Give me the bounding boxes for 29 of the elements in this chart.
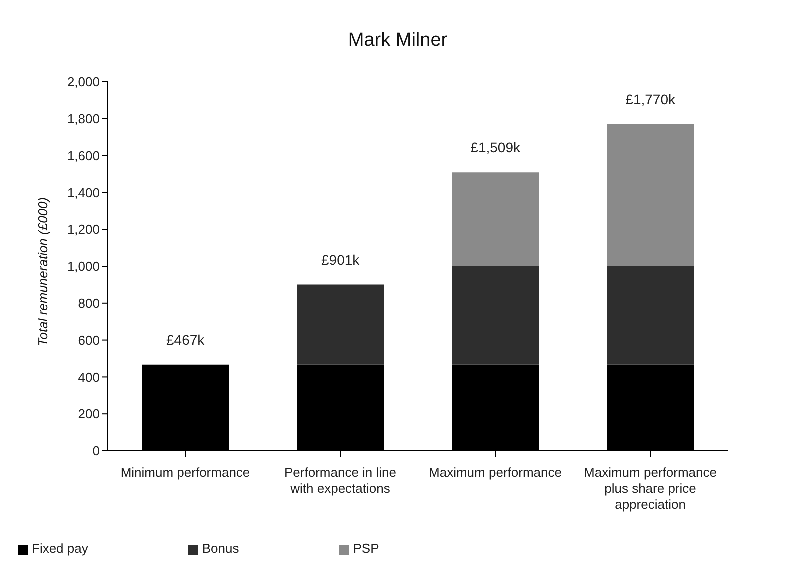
y-tick-label: 1,000 [67,259,100,274]
y-tick-label: 0 [92,444,100,459]
y-axis-title: Total remuneration (£000) [36,197,51,346]
chart-title: Mark Milner [347,29,449,53]
y-tick-label: 800 [78,296,100,312]
y-tick-label: 400 [78,370,100,385]
bar [297,284,384,365]
bar [452,172,540,266]
total-label: £1,509k [470,140,522,156]
legend-label: Fixed pay [32,541,88,556]
legend-label: PSP [353,541,380,556]
total-label: £467k [166,332,206,348]
bar [607,124,694,266]
y-tick-label: 600 [78,332,100,348]
bar [607,266,694,365]
y-tick-label: 200 [78,406,100,422]
total-label: £901k [322,252,361,268]
x-tick-label: Maximum performance [429,465,562,480]
x-tick-label: Performance in line with expectations [284,465,396,496]
legend-label: Bonus [202,541,240,556]
y-tick-label: 1,600 [67,148,100,164]
y-tick-label: 1,400 [67,185,100,200]
y-tick-label: 2,000 [67,74,100,90]
x-tick-label: Maximum performance plus share price appreciation [584,465,717,512]
y-tick-label: 1,800 [67,112,100,127]
total-label: £1,770k [626,91,677,108]
y-tick-label: 1,200 [67,222,100,238]
bar [452,266,540,365]
x-tick-label: Minimum performance [120,465,250,480]
